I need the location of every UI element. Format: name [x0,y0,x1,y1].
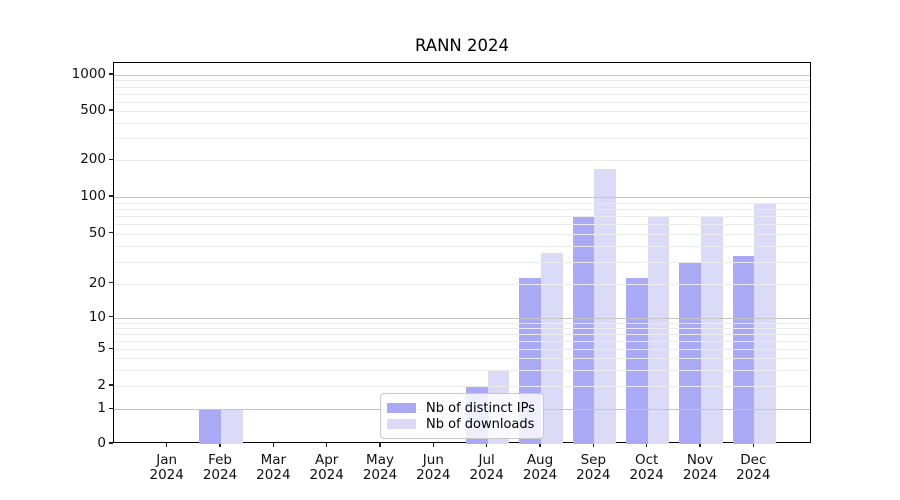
y-tick-mark [109,158,113,160]
x-tick-label-oct: Oct 2024 [629,452,664,483]
legend-swatch-distinct-ips [387,403,416,413]
y-tick-label-500: 500 [80,102,106,118]
x-tick-mark [592,443,594,447]
y-tick-mark [109,347,113,349]
x-tick-mark [646,443,648,447]
y-tick-mark [109,109,113,111]
y-tick-label-0: 0 [97,435,106,451]
legend-entry-distinct-ips: Nb of distinct IPs [387,400,537,416]
legend-label-distinct-ips: Nb of distinct IPs [426,400,535,416]
y-tick-mark [109,73,113,75]
bar-downloads-oct [647,215,670,444]
bar-downloads-aug [541,253,563,444]
y-tick-label-1000: 1000 [71,66,106,82]
x-tick-mark [752,443,754,447]
bar-downloads-sep [594,168,616,444]
y-tick-mark [109,232,113,234]
x-tick-mark [166,443,168,447]
x-tick-mark [486,443,488,447]
y-tick-mark [109,407,113,409]
x-tick-mark [326,443,328,447]
bar-downloads-feb [221,409,243,444]
bar-distinct-ips-nov [679,263,701,444]
x-tick-label-may: May 2024 [362,452,398,483]
x-tick-mark [539,443,541,447]
x-tick-label-dec: Dec 2024 [736,452,771,483]
x-tick-label-sep: Sep 2024 [576,452,611,483]
bars-layer [114,63,810,444]
y-tick-label-200: 200 [80,151,106,168]
y-tick-label-2: 2 [97,377,106,393]
bar-distinct-ips-dec [732,256,755,444]
legend-label-downloads: Nb of downloads [426,416,535,432]
plot-area: Nb of distinct IPs Nb of downloads [113,62,811,444]
x-tick-label-aug: Aug 2024 [522,452,558,483]
x-tick-label-feb: Feb 2024 [202,452,238,483]
x-tick-label-jun: Jun 2024 [416,452,451,483]
x-tick-label-apr: Apr 2024 [309,452,344,483]
x-tick-label-jul: Jul 2024 [469,452,504,483]
bar-distinct-ips-feb [199,409,222,444]
y-tick-label-100: 100 [80,188,106,204]
bar-distinct-ips-oct [626,278,648,444]
bar-downloads-nov [701,215,723,444]
x-tick-label-mar: Mar 2024 [256,452,291,483]
y-tick-label-50: 50 [88,224,106,241]
y-tick-mark [109,384,113,386]
chart-title: RANN 2024 [414,36,509,55]
bar-downloads-dec [754,204,776,444]
x-tick-label-jan: Jan 2024 [149,452,184,483]
x-tick-mark [219,443,221,447]
legend-swatch-downloads [387,419,416,429]
y-tick-label-5: 5 [97,340,106,357]
y-tick-mark [109,316,113,318]
y-tick-label-20: 20 [88,274,106,291]
x-tick-label-nov: Nov 2024 [682,452,718,483]
y-tick-label-10: 10 [88,308,106,325]
y-tick-mark [109,442,113,444]
x-tick-mark [272,443,274,447]
x-tick-mark [379,443,381,447]
legend-entry-downloads: Nb of downloads [387,416,537,432]
bar-distinct-ips-sep [572,217,595,444]
y-tick-mark [109,195,113,197]
y-tick-label-1: 1 [97,400,106,417]
y-tick-mark [109,282,113,284]
x-tick-mark [432,443,434,447]
x-tick-mark [699,443,701,447]
legend: Nb of distinct IPs Nb of downloads [380,393,544,439]
